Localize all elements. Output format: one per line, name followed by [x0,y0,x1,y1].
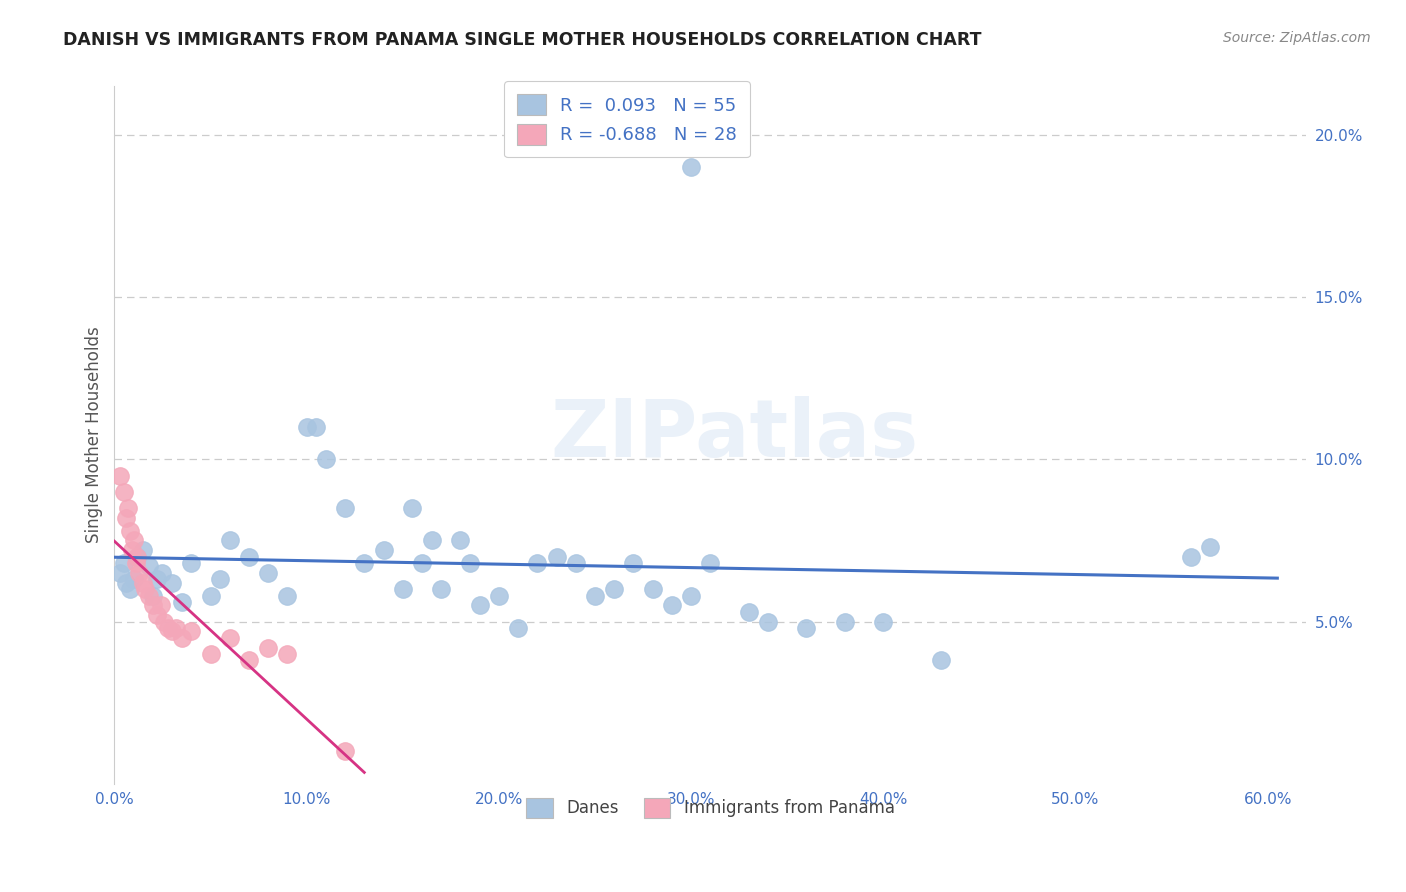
Point [127,549,149,564]
Point [238,653,260,667]
Point [333,744,356,758]
Point [872,615,894,629]
Point [132,575,155,590]
Point [117,501,139,516]
Text: Source: ZipAtlas.com: Source: ZipAtlas.com [1223,31,1371,45]
Point [333,501,356,516]
Point [401,501,423,516]
Point [276,647,298,661]
Point [180,556,202,570]
Point [1199,540,1222,554]
Point [305,420,328,434]
Point [165,621,187,635]
Point [122,573,145,587]
Point [641,582,664,596]
Point [138,589,160,603]
Point [118,582,141,596]
Point [122,533,145,548]
Point [142,599,165,613]
Point [160,624,183,639]
Point [128,566,150,580]
Point [661,599,683,613]
Point [121,543,143,558]
Point [756,615,779,629]
Point [276,589,298,603]
Point [564,556,586,570]
Point [112,484,135,499]
Point [200,589,222,603]
Point [449,533,471,548]
Point [929,653,952,667]
Y-axis label: Single Mother Households: Single Mother Households [86,326,103,543]
Point [218,533,240,548]
Point [170,631,193,645]
Point [526,556,548,570]
Point [257,566,280,580]
Point [391,582,413,596]
Point [420,533,443,548]
Point [583,589,606,603]
Point [112,556,135,570]
Point [115,510,138,524]
Point [458,556,481,570]
Point [468,599,491,613]
Point [218,631,240,645]
Point [145,573,167,587]
Point [1180,549,1202,564]
Point [200,647,222,661]
Point [681,589,703,603]
Point [353,556,375,570]
Point [373,543,395,558]
Point [699,556,721,570]
Point [603,582,626,596]
Point [488,589,510,603]
Point [142,589,165,603]
Point [295,420,318,434]
Point [546,549,568,564]
Point [134,582,156,596]
Point [160,575,183,590]
Point [257,640,280,655]
Point [108,468,131,483]
Point [152,566,174,580]
Point [157,621,180,635]
Point [138,559,160,574]
Text: ZIPatlas: ZIPatlas [550,396,918,474]
Point [124,556,146,570]
Point [796,621,818,635]
Point [115,575,138,590]
Point [738,605,761,619]
Point [238,549,260,564]
Text: DANISH VS IMMIGRANTS FROM PANAMA SINGLE MOTHER HOUSEHOLDS CORRELATION CHART: DANISH VS IMMIGRANTS FROM PANAMA SINGLE … [63,31,981,49]
Point [149,599,172,613]
Point [411,556,433,570]
Point [430,582,453,596]
Point [145,608,167,623]
Point [834,615,856,629]
Point [127,549,149,564]
Point [315,452,337,467]
Point [623,556,645,570]
Point [132,543,155,558]
Point [170,595,193,609]
Legend: Danes, Immigrants from Panama: Danes, Immigrants from Panama [519,791,901,824]
Point [681,161,703,175]
Point [153,615,176,629]
Point [180,624,202,639]
Point [108,566,131,580]
Point [506,621,529,635]
Point [209,573,232,587]
Point [118,524,141,538]
